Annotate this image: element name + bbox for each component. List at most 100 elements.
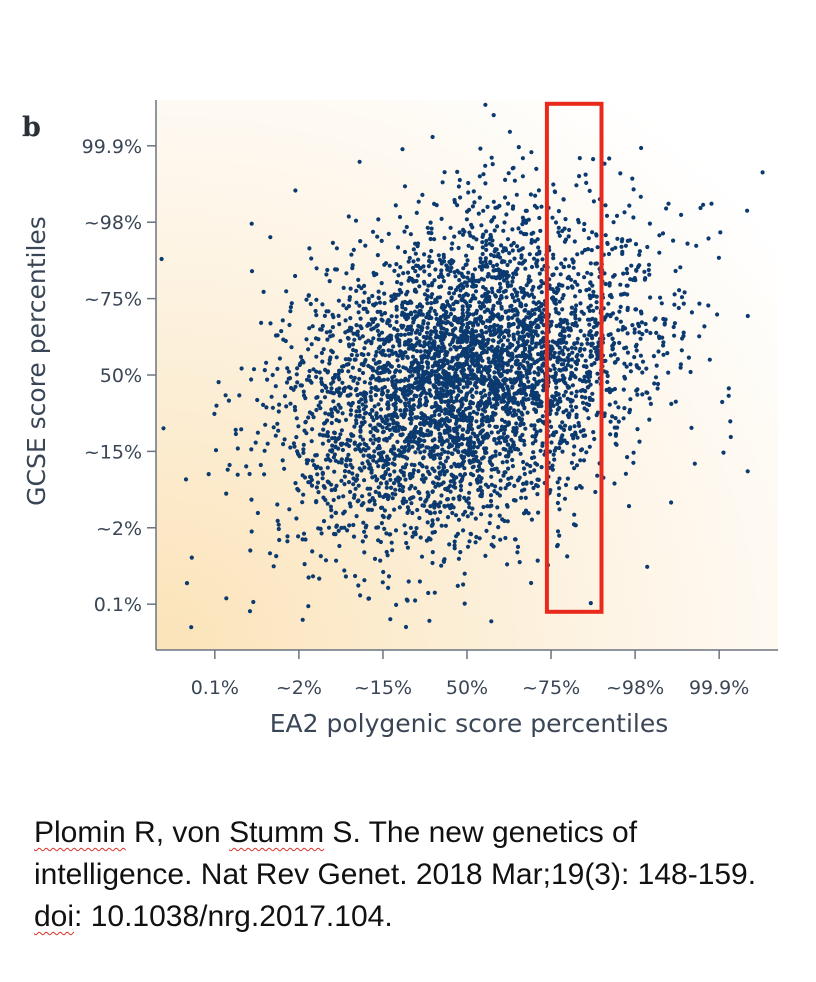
y-tick-label: ~2% [96,518,142,540]
scatter-point [589,248,594,253]
scatter-point [301,389,306,394]
scatter-point [587,287,592,292]
scatter-point [453,370,458,375]
scatter-point [451,291,457,296]
scatter-point [314,485,319,490]
scatter-point [478,259,483,265]
scatter-point [313,308,318,314]
scatter-point [226,398,231,403]
scatter-point [452,315,457,320]
scatter-point [362,290,367,295]
scatter-point [492,386,497,391]
scatter-point [648,295,653,300]
scatter-point [572,522,578,528]
scatter-point [578,388,584,393]
scatter-point [492,403,497,408]
scatter-point [511,395,516,400]
scatter-point [381,377,387,382]
scatter-point [556,225,561,230]
scatter-point [379,317,384,322]
scatter-point [549,296,555,301]
scatter-point [307,326,312,331]
scatter-point [414,440,419,445]
scatter-point [330,414,335,419]
scatter-point [497,395,502,400]
scatter-point [270,372,275,378]
scatter-point [588,354,593,359]
scatter-point [534,264,540,269]
scatter-point [618,319,624,324]
scatter-point [346,369,351,374]
scatter-point [429,306,434,311]
scatter-point [385,406,390,411]
scatter-point [535,381,540,387]
scatter-point [510,227,515,232]
scatter-point [445,455,450,460]
scatter-point [492,375,497,380]
scatter-point [625,331,630,336]
scatter-point [469,340,474,345]
scatter-point [368,465,373,470]
scatter-point [490,338,496,343]
scatter-point [368,430,373,435]
scatter-point [433,360,438,365]
scatter-point [562,366,567,372]
scatter-point [474,454,479,459]
scatter-point [403,403,408,408]
scatter-point [441,255,446,260]
scatter-point [535,333,540,338]
scatter-point [393,389,398,394]
scatter-point [530,441,536,446]
scatter-point [514,421,519,426]
scatter-point [233,431,238,437]
scatter-point [393,426,398,431]
scatter-point [371,336,376,341]
scatter-point [434,347,439,352]
scatter-point [374,478,379,483]
scatter-point [489,360,494,365]
scatter-point [483,324,488,330]
scatter-point [503,309,508,314]
scatter-point [445,438,450,443]
scatter-point [353,573,358,579]
scatter-point [494,351,499,356]
scatter-point [583,358,588,363]
scatter-point [458,550,463,555]
scatter-point [455,374,460,379]
scatter-point [519,253,524,258]
scatter-point [533,394,538,399]
scatter-point [276,526,281,532]
scatter-point [479,422,485,427]
scatter-point [468,372,474,377]
scatter-point [358,434,363,439]
scatter-point [541,363,546,368]
scatter-point [413,241,418,246]
scatter-point [395,280,400,285]
scatter-point [413,450,418,455]
scatter-point [386,585,391,591]
scatter-point [483,102,488,107]
scatter-point [341,494,346,499]
scatter-point [624,345,629,350]
highlight-box [544,101,604,614]
scatter-point [378,407,384,412]
scatter-point [516,477,521,482]
scatter-point [634,307,639,312]
scatter-point [387,318,392,323]
scatter-point [533,408,539,413]
scatter-point [554,411,559,416]
scatter-point [421,321,426,326]
scatter-point [639,320,645,325]
scatter-point [471,333,476,338]
scatter-point [366,299,371,305]
scatter-point [354,421,359,426]
scatter-point [489,275,494,280]
scatter-point [623,243,629,248]
scatter-point [519,488,525,493]
scatter-point [471,189,476,194]
scatter-point [336,435,342,441]
scatter-point [468,299,473,304]
scatter-point [506,273,511,278]
scatter-point [440,468,445,473]
scatter-point [394,368,399,373]
